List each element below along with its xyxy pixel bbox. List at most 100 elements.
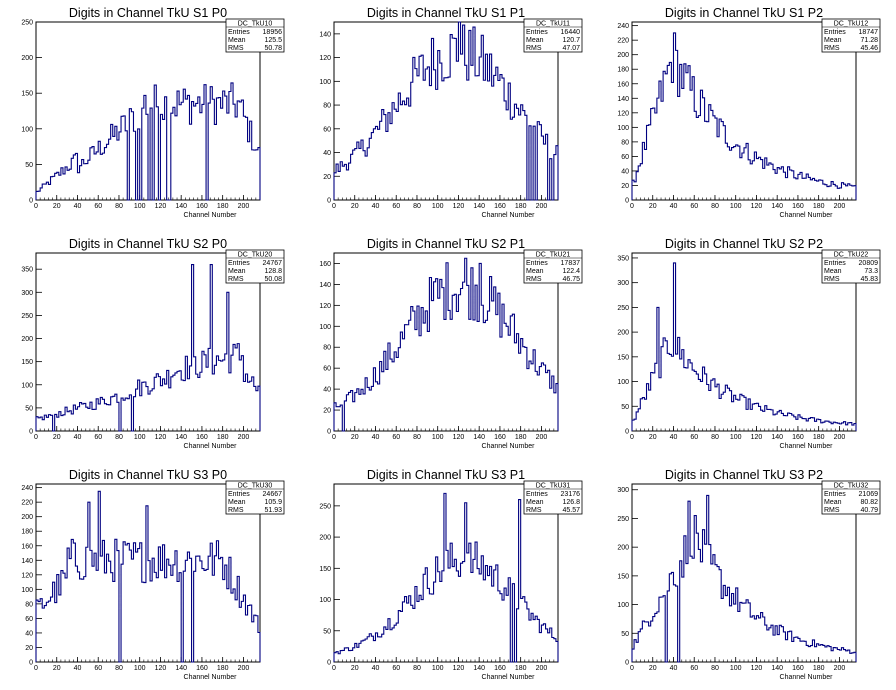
y-tick-label: 300 [617,487,629,494]
y-tick-label: 250 [617,516,629,523]
x-tick-label: 0 [34,434,38,441]
x-tick-label: 20 [53,434,61,441]
x-tick-label: 0 [34,665,38,672]
x-tick-label: 60 [94,665,102,672]
y-tick-label: 40 [25,630,33,637]
x-tick-label: 100 [432,434,444,441]
y-tick-label: 50 [323,628,331,635]
y-tick-label: 180 [21,529,33,536]
x-tick-label: 100 [730,203,742,210]
stats-value: 16440 [561,29,581,36]
x-tick-label: 0 [630,434,634,441]
x-tick-label: 100 [432,665,444,672]
x-tick-label: 100 [134,434,146,441]
histogram-panel-5: Digits in Channel TkU S2 P1 0 20 40 60 80 100 1… [319,237,583,450]
x-tick-label: 120 [453,665,465,672]
x-tick-label: 80 [115,434,123,441]
x-tick-label: 180 [813,434,825,441]
x-axis-label: Channel Number [184,674,238,681]
y-tick-label: 350 [21,267,33,274]
stats-title: DC_TkU21 [536,252,571,259]
y-tick-label: 200 [21,336,33,343]
stats-title: DC_TkU22 [834,252,869,259]
x-axis-label: Channel Number [184,212,238,219]
histogram-line [333,21,559,201]
y-tick-label: 160 [21,543,33,550]
panel-title: Digits in Channel TkU S2 P1 [367,237,525,251]
y-tick-label: 40 [323,150,331,157]
x-tick-label: 80 [115,665,123,672]
stats-value: 40.79 [860,507,878,514]
y-tick-label: 60 [25,616,33,623]
stats-value: 105.9 [264,499,282,506]
panel-title: Digits in Channel TkU S2 P0 [69,237,227,251]
y-tick-label: 120 [617,110,629,117]
stats-label: Mean [526,499,544,506]
x-tick-label: 20 [351,665,359,672]
y-tick-label: 0 [327,660,331,667]
x-tick-label: 120 [155,665,167,672]
y-tick-label: 80 [323,103,331,110]
stats-label: RMS [526,276,542,283]
x-tick-label: 80 [711,665,719,672]
y-tick-label: 150 [21,91,33,98]
x-axis-label: Channel Number [780,674,834,681]
x-tick-label: 20 [351,434,359,441]
y-tick-label: 40 [323,387,331,394]
stats-label: Mean [526,268,544,275]
stats-value: 23176 [561,491,581,498]
stats-label: Mean [824,37,842,44]
stats-label: RMS [228,507,244,514]
histogram-line [35,264,261,432]
x-tick-label: 0 [34,203,38,210]
y-tick-label: 0 [327,429,331,436]
x-tick-label: 140 [175,203,187,210]
x-tick-label: 200 [834,434,846,441]
histogram-line [35,490,261,663]
stats-label: RMS [824,45,840,52]
x-tick-label: 100 [432,203,444,210]
x-tick-label: 40 [74,434,82,441]
x-tick-label: 60 [392,203,400,210]
x-tick-label: 80 [711,434,719,441]
x-tick-label: 40 [670,203,678,210]
stats-value: 18956 [263,29,283,36]
stats-box [821,249,881,284]
x-tick-label: 120 [453,203,465,210]
x-tick-label: 80 [115,203,123,210]
x-tick-label: 60 [690,665,698,672]
x-tick-label: 180 [813,665,825,672]
y-tick-label: 20 [25,645,33,652]
x-tick-label: 120 [751,665,763,672]
histogram-line [333,257,559,432]
x-tick-label: 200 [238,665,250,672]
stats-value: 51.93 [264,507,282,514]
y-tick-label: 180 [617,67,629,74]
stats-label: RMS [228,45,244,52]
y-tick-label: 80 [621,139,629,146]
x-tick-label: 60 [94,203,102,210]
stats-label: Entries [228,491,250,498]
y-tick-label: 0 [625,198,629,205]
stats-title: DC_TkU31 [536,483,571,490]
x-tick-label: 160 [196,434,208,441]
stats-value: 120.7 [562,37,580,44]
y-tick-label: 300 [617,280,629,287]
histogram-line [35,82,261,201]
stats-label: Mean [526,37,544,44]
x-tick-label: 60 [392,434,400,441]
y-tick-label: 150 [21,359,33,366]
x-tick-label: 200 [536,203,548,210]
y-tick-label: 100 [617,125,629,132]
y-tick-label: 0 [625,429,629,436]
y-tick-label: 220 [617,38,629,45]
x-tick-label: 80 [413,434,421,441]
y-tick-label: 140 [319,282,331,289]
stats-label: Entries [526,260,548,267]
x-tick-label: 180 [515,434,527,441]
panel-title: Digits in Channel TkU S1 P1 [367,6,525,20]
x-tick-label: 200 [536,434,548,441]
y-tick-label: 20 [323,408,331,415]
x-tick-label: 140 [771,203,783,210]
y-tick-label: 50 [25,162,33,169]
